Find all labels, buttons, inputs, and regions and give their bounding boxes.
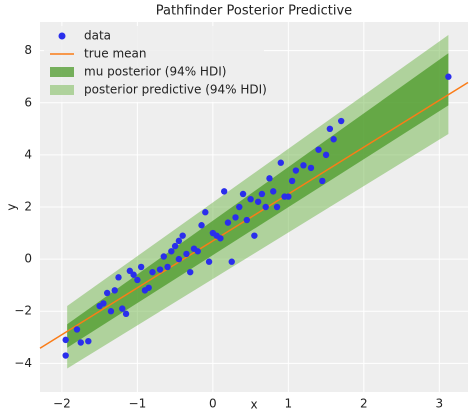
data-point — [134, 276, 141, 284]
y-tick-label: 6 — [24, 95, 32, 109]
data-point — [85, 337, 92, 345]
data-point — [228, 258, 235, 265]
data-point — [198, 222, 205, 229]
data-point — [251, 232, 258, 239]
legend-label: true mean — [84, 47, 146, 61]
data-point — [103, 289, 111, 297]
data-point — [130, 271, 137, 278]
data-point — [156, 266, 164, 273]
data-point — [187, 268, 194, 276]
data-point — [111, 287, 118, 294]
data-point — [224, 219, 232, 226]
data-point — [168, 248, 175, 255]
data-point — [288, 177, 296, 185]
data-point — [100, 300, 107, 307]
data-point — [220, 188, 228, 195]
data-point — [266, 175, 273, 182]
data-point — [239, 190, 247, 198]
y-tick-label: 4 — [24, 147, 32, 161]
data-point — [62, 336, 69, 344]
data-point — [277, 159, 284, 166]
data-point — [137, 263, 145, 271]
data-point — [73, 326, 81, 333]
x-tick-label: −1 — [129, 397, 147, 411]
data-point — [62, 352, 69, 359]
y-tick-label: 8 — [24, 43, 32, 57]
data-point — [160, 253, 167, 260]
data-point — [145, 284, 152, 291]
data-point — [315, 146, 322, 153]
legend-marker — [50, 67, 74, 77]
data-point — [322, 151, 330, 159]
x-tick-label: 1 — [285, 397, 293, 411]
chart-title: Pathfinder Posterior Predictive — [156, 4, 352, 19]
data-point — [149, 268, 156, 276]
data-point — [337, 117, 345, 125]
legend-marker — [58, 32, 66, 40]
data-point — [115, 274, 122, 281]
data-point — [258, 190, 266, 198]
data-point — [330, 136, 337, 143]
data-point — [77, 339, 84, 346]
data-point — [171, 242, 179, 250]
legend-marker — [50, 85, 74, 95]
data-point — [254, 198, 262, 205]
x-tick-label: 2 — [360, 397, 368, 411]
data-point — [217, 235, 224, 242]
legend-label: posterior predictive (94% HDI) — [84, 83, 267, 97]
data-point — [285, 193, 292, 200]
legend-box — [44, 26, 264, 102]
data-point — [122, 310, 130, 318]
data-point — [202, 209, 209, 216]
data-point — [175, 255, 183, 263]
data-point — [175, 237, 183, 245]
mean-line — [39, 81, 469, 349]
data-point — [119, 305, 126, 312]
legend-label: data — [84, 29, 111, 43]
data-point — [194, 248, 201, 255]
y-tick-label: −2 — [14, 304, 32, 318]
x-tick-label: −2 — [53, 397, 71, 411]
data-point — [445, 73, 452, 80]
data-point — [270, 188, 277, 195]
y-tick-label: 2 — [24, 200, 32, 214]
data-point — [273, 203, 281, 211]
data-point — [262, 203, 269, 211]
data-point — [247, 195, 254, 203]
data-point — [243, 216, 251, 224]
x-tick-label: 0 — [209, 397, 217, 411]
y-axis-label: y — [5, 203, 19, 210]
data-point — [300, 162, 307, 169]
data-point — [292, 167, 300, 174]
data-point — [319, 177, 326, 185]
y-tick-label: −4 — [14, 356, 32, 370]
data-point — [326, 125, 334, 133]
x-tick-label: 3 — [435, 397, 443, 411]
data-point — [164, 263, 171, 271]
data-point — [179, 232, 186, 239]
legend-label: mu posterior (94% HDI) — [84, 65, 226, 79]
data-point — [205, 258, 213, 265]
y-tick-label: 0 — [24, 252, 32, 266]
data-point — [236, 203, 243, 211]
data-point — [232, 214, 239, 221]
data-point — [107, 308, 115, 315]
x-axis-label: x — [250, 398, 257, 412]
data-point — [307, 164, 315, 172]
data-point — [183, 250, 190, 258]
